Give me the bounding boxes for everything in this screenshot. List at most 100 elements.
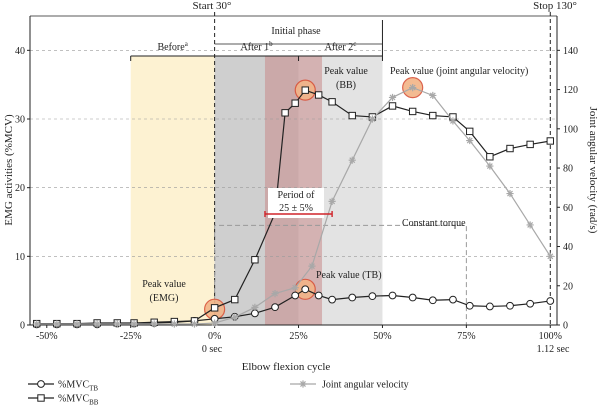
x-tick-label-1: -25% (120, 331, 142, 342)
series-0-point-12 (271, 303, 279, 312)
y-right-tick-label-0: 0 (563, 321, 568, 332)
y-right-tick-label-3: 60 (563, 203, 573, 214)
legend-marker-0 (37, 380, 45, 388)
series-1-point-27 (526, 140, 534, 149)
series-2-point-7 (170, 320, 178, 328)
series-0-point-26 (526, 299, 535, 308)
series-0-point-20 (408, 293, 417, 302)
x-tick-label-0: -50% (36, 331, 58, 342)
peak-emg-label-2: (EMG) (150, 293, 179, 304)
series-0-point-15 (314, 291, 323, 300)
series-0-point-21 (428, 296, 437, 305)
series-1-point-17 (328, 98, 336, 106)
series-2-point-6 (150, 320, 158, 328)
legend-label-1: %MVCBB (58, 394, 99, 405)
y-right-tick-label-7: 140 (563, 46, 578, 57)
series-2-point-21 (449, 117, 457, 125)
series-2-point-16 (348, 156, 356, 164)
series-2-point-9 (211, 319, 219, 327)
y-left-tick-label-1: 10 (15, 252, 25, 263)
region-label-0: Beforea (157, 40, 188, 53)
x-tick-label-2: 0% (208, 331, 221, 342)
legend-marker-2 (299, 380, 307, 388)
time-start-label: 0 sec (202, 344, 223, 355)
series-1-point-13 (281, 109, 289, 117)
y-right-tick-label-5: 100 (563, 124, 578, 135)
series-2-point-3 (93, 320, 101, 328)
series-1-point-11 (251, 256, 259, 264)
legend-label-0: %MVCTB (58, 380, 98, 393)
x-tick-label-4: 50% (373, 331, 391, 342)
series-2-point-4 (113, 320, 121, 328)
series-2-point-23 (486, 162, 494, 170)
x-tick-label-5: 75% (457, 331, 475, 342)
peak-emg-label-1: Peak value (142, 279, 186, 290)
series-0-point-25 (506, 301, 514, 310)
region-label-2: After 2c (325, 40, 357, 53)
series-layer (32, 77, 555, 329)
start-label: Start 30° (193, 0, 232, 12)
y-right-tick-label-4: 80 (563, 164, 573, 175)
y-axis-left-title: EMG activities (%MCV) (3, 114, 15, 226)
series-2-point-19 (409, 84, 417, 92)
peak-bb-label-2: (BB) (336, 80, 356, 91)
x-tick-label-6: 100% (539, 331, 562, 342)
series-2-point-11 (251, 303, 259, 311)
series-1-point-10 (231, 295, 239, 304)
series-1-point-25 (486, 153, 494, 161)
series-2-point-24 (506, 189, 514, 198)
series-0-point-17 (348, 293, 357, 302)
series-2-point-25 (526, 221, 534, 229)
y-left-tick-label-4: 40 (15, 46, 25, 57)
peak-tb-label: Peak value (TB) (316, 270, 382, 281)
series-0-point-23 (465, 301, 474, 310)
series-0-point-16 (328, 295, 337, 304)
series-0-point-22 (449, 295, 457, 304)
stop-label: Stop 130° (533, 0, 577, 12)
series-2-point-10 (231, 313, 239, 321)
series-1-point-26 (506, 144, 514, 153)
series-0-point-19 (388, 291, 397, 300)
time-end-label: 1.12 sec (537, 344, 570, 355)
series-2-point-0 (33, 320, 41, 328)
series-2-point-5 (130, 320, 138, 328)
y-left-tick-label-3: 30 (15, 115, 25, 126)
series-1-point-9 (210, 304, 219, 312)
y-right-tick-label-1: 20 (563, 281, 573, 292)
period-box (268, 188, 324, 218)
x-axis-title: Elbow flexion cycle (242, 361, 331, 373)
constant-torque-line (214, 224, 467, 325)
region-0 (130, 56, 215, 325)
y-axis-right-title: Joint angular velocity (rad/s) (587, 107, 599, 234)
legend: %MVCTB%MVCBB Joint angular velocity (28, 380, 409, 405)
series-0-point-27 (546, 297, 555, 305)
period-label-2: 25 ± 5% (279, 203, 313, 214)
x-tick-label-3: 25% (289, 331, 307, 342)
peak-bb-label-1: Peak value (324, 66, 368, 77)
y-left-tick-label-0: 0 (20, 321, 25, 332)
series-2-point-17 (368, 115, 376, 123)
series-0-point-13 (291, 291, 300, 300)
series-1-point-22 (429, 111, 437, 120)
y-left-tick-label-2: 20 (15, 183, 25, 194)
series-2-point-2 (73, 320, 81, 328)
series-0-point-18 (368, 292, 377, 301)
series-2-point-26 (546, 252, 554, 260)
y-right-tick-label-6: 120 (563, 85, 578, 96)
series-2-point-1 (53, 320, 61, 328)
series-2-point-15 (328, 197, 336, 205)
series-2-point-13 (291, 284, 299, 292)
series-0-point-24 (485, 302, 494, 311)
legend-marker-1 (37, 394, 45, 402)
series-2-point-20 (429, 91, 437, 100)
series-1-point-28 (546, 137, 554, 145)
initial-phase-label: Initial phase (271, 26, 321, 37)
series-1-point-24 (466, 127, 474, 136)
peak-jav-label: Peak value (joint angular velocity) (390, 66, 528, 77)
series-2-point-8 (190, 320, 199, 328)
series-1-point-15 (301, 86, 309, 94)
annotation-layer: Peak value (EMG) Peak value (BB) Peak value … (142, 66, 528, 304)
series-1-point-21 (408, 107, 417, 116)
constant-torque-label: Constant torque (402, 218, 466, 229)
